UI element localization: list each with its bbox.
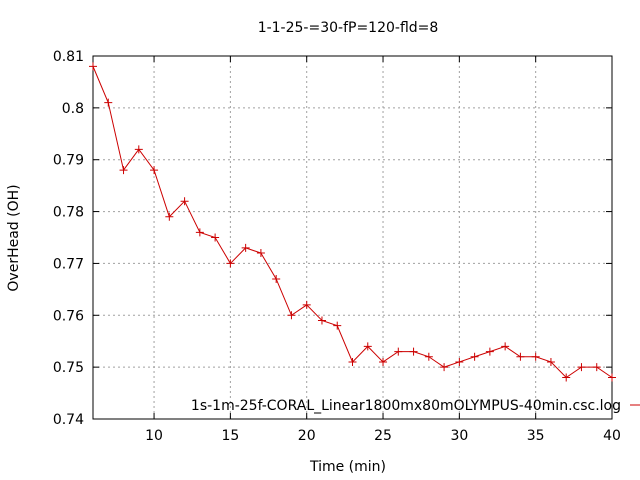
data-point xyxy=(119,166,128,175)
chart-title: 1-1-25-=30-fP=120-fld=8 xyxy=(258,20,439,36)
data-point xyxy=(608,373,616,382)
data-point xyxy=(180,197,189,206)
data-point xyxy=(165,212,174,221)
series-layer xyxy=(89,62,616,382)
y-axis-label: OverHead (OH) xyxy=(6,184,22,291)
legend: 1s-1m-25f-CORAL_Linear1800mx80mOLYMPUS-4… xyxy=(191,398,640,414)
data-point xyxy=(287,311,296,320)
data-point xyxy=(577,363,586,372)
y-tick-label: 0.75 xyxy=(53,360,84,376)
data-point xyxy=(241,243,250,252)
data-point xyxy=(211,233,220,242)
data-point xyxy=(409,347,418,356)
data-point xyxy=(104,98,113,107)
axis-ticks xyxy=(93,55,613,420)
y-tick-label: 0.78 xyxy=(53,205,84,221)
data-point xyxy=(516,352,525,361)
data-point xyxy=(562,373,571,382)
data-point xyxy=(424,352,433,361)
data-point xyxy=(317,316,326,325)
data-point xyxy=(272,274,281,283)
data-point xyxy=(485,347,494,356)
plot-frame xyxy=(92,55,613,420)
data-point xyxy=(302,300,311,309)
x-axis-label: Time (min) xyxy=(309,459,386,475)
data-point xyxy=(379,357,388,366)
data-point xyxy=(226,259,235,268)
data-point xyxy=(440,363,449,372)
data-point xyxy=(348,357,357,366)
y-tick-label: 0.8 xyxy=(62,101,84,117)
x-tick-label: 20 xyxy=(298,428,316,444)
y-tick-label: 0.77 xyxy=(53,256,84,272)
x-tick-label: 25 xyxy=(374,428,392,444)
y-tick-label: 0.74 xyxy=(53,412,84,428)
data-point xyxy=(394,347,403,356)
data-point xyxy=(592,363,601,372)
y-tick-label: 0.76 xyxy=(53,308,84,324)
data-point xyxy=(531,352,540,361)
data-point xyxy=(455,357,464,366)
data-point xyxy=(470,352,479,361)
legend-entry-label: 1s-1m-25f-CORAL_Linear1800mx80mOLYMPUS-4… xyxy=(191,398,621,414)
data-point xyxy=(134,145,143,154)
data-point xyxy=(150,166,159,175)
data-point xyxy=(363,342,372,351)
series-line xyxy=(92,66,613,379)
data-point xyxy=(501,342,510,351)
x-tick-label: 35 xyxy=(527,428,545,444)
y-tick-label: 0.81 xyxy=(53,49,84,65)
y-axis-tick-labels: 0.74 0.75 0.76 0.77 0.78 0.79 0.8 0.81 xyxy=(53,49,84,428)
data-point xyxy=(89,62,97,71)
grid-lines xyxy=(93,56,612,419)
data-point xyxy=(195,228,204,237)
x-axis-tick-labels: 10 15 20 25 30 35 40 xyxy=(145,428,621,444)
x-tick-label: 30 xyxy=(450,428,468,444)
data-point xyxy=(256,249,265,258)
data-point xyxy=(546,357,555,366)
x-tick-label: 10 xyxy=(145,428,163,444)
data-point xyxy=(333,321,342,330)
y-tick-label: 0.79 xyxy=(53,153,84,169)
x-tick-label: 15 xyxy=(221,428,239,444)
x-tick-label: 40 xyxy=(603,428,621,444)
